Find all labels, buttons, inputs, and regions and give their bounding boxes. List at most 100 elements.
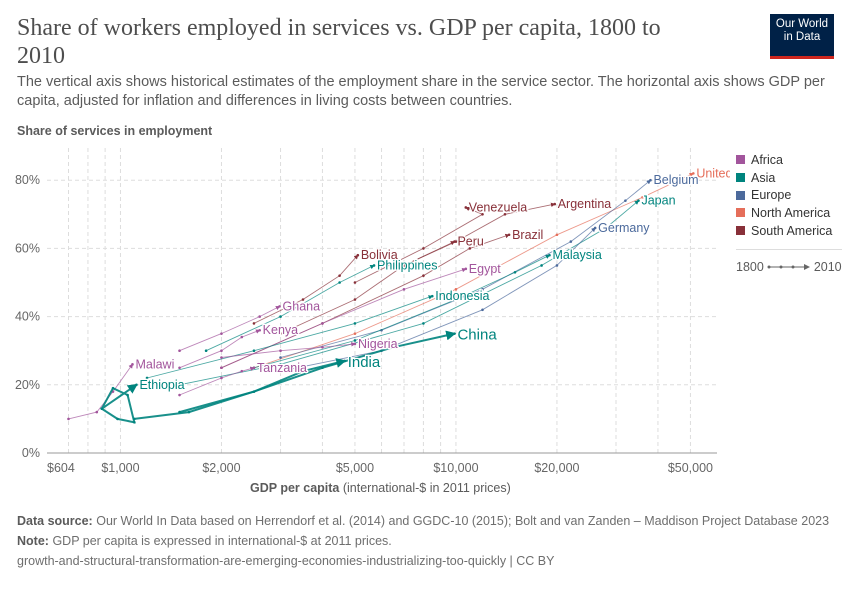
data-point[interactable]: [402, 264, 406, 267]
data-point[interactable]: [252, 349, 256, 352]
data-point[interactable]: [111, 386, 115, 390]
series-india[interactable]: India: [133, 353, 382, 421]
series-japan[interactable]: Japan: [178, 192, 677, 387]
data-point[interactable]: [464, 267, 468, 271]
data-point[interactable]: [553, 202, 557, 206]
legend-item-south-america[interactable]: South America: [736, 222, 842, 240]
data-point[interactable]: [555, 233, 559, 237]
data-point[interactable]: [178, 366, 181, 370]
data-point[interactable]: [356, 253, 360, 257]
data-point[interactable]: [430, 294, 434, 298]
data-point[interactable]: [548, 253, 551, 257]
data-point[interactable]: [481, 213, 484, 216]
data-point[interactable]: [402, 288, 406, 291]
legend-item-asia[interactable]: Asia: [736, 169, 842, 187]
series-belgium[interactable]: Belgium: [279, 172, 700, 359]
data-point[interactable]: [301, 369, 305, 373]
data-point[interactable]: [279, 369, 282, 373]
data-point[interactable]: [503, 213, 507, 216]
data-point[interactable]: [131, 363, 134, 366]
series-united-states[interactable]: United States: [252, 165, 730, 370]
data-point[interactable]: [422, 322, 425, 325]
series-malawi[interactable]: Malawi: [67, 356, 176, 421]
legend-item-north-america[interactable]: North America: [736, 204, 842, 222]
data-point[interactable]: [187, 410, 191, 414]
legend-item-europe[interactable]: Europe: [736, 186, 842, 204]
data-point[interactable]: [279, 363, 282, 366]
series-venezuela[interactable]: Venezuela: [353, 199, 528, 284]
data-point[interactable]: [454, 298, 458, 301]
data-point[interactable]: [220, 356, 223, 359]
series-nigeria[interactable]: Nigeria: [220, 336, 399, 359]
data-point[interactable]: [279, 315, 282, 318]
data-point[interactable]: [353, 281, 357, 284]
data-point[interactable]: [569, 240, 573, 243]
data-point[interactable]: [178, 349, 181, 352]
data-point[interactable]: [353, 322, 357, 325]
series-argentina[interactable]: Argentina: [402, 196, 613, 267]
data-point[interactable]: [67, 417, 70, 421]
data-point[interactable]: [637, 199, 640, 202]
data-point[interactable]: [624, 199, 627, 202]
data-point[interactable]: [468, 247, 472, 250]
data-point[interactable]: [204, 349, 208, 352]
data-point[interactable]: [343, 359, 346, 363]
data-point[interactable]: [422, 274, 425, 277]
data-point[interactable]: [178, 393, 181, 397]
series-malaysia[interactable]: Malaysia: [252, 247, 603, 370]
data-point[interactable]: [240, 369, 244, 373]
series-ethiopia[interactable]: Ethiopia: [100, 377, 186, 424]
data-point[interactable]: [301, 298, 305, 301]
data-point[interactable]: [454, 288, 458, 291]
data-point[interactable]: [278, 305, 281, 308]
data-point[interactable]: [391, 345, 395, 349]
series-germany[interactable]: Germany: [279, 220, 652, 373]
series-ghana[interactable]: Ghana: [178, 298, 321, 352]
data-point[interactable]: [481, 308, 484, 312]
series-tanzania[interactable]: Tanzania: [178, 360, 308, 397]
data-point[interactable]: [321, 345, 324, 349]
data-point[interactable]: [95, 410, 99, 414]
data-point[interactable]: [481, 288, 484, 291]
data-point[interactable]: [507, 233, 511, 237]
chart-url[interactable]: growth-and-structural-transformation-are…: [17, 554, 555, 568]
data-point[interactable]: [258, 328, 261, 332]
series-indonesia[interactable]: Indonesia: [145, 288, 491, 380]
data-point[interactable]: [464, 206, 468, 209]
data-point[interactable]: [100, 407, 104, 410]
data-point[interactable]: [353, 342, 357, 346]
data-point[interactable]: [252, 366, 256, 370]
data-point[interactable]: [135, 383, 138, 387]
legend-item-africa[interactable]: Africa: [736, 151, 842, 169]
data-point[interactable]: [353, 298, 357, 301]
data-point[interactable]: [279, 356, 282, 359]
data-point[interactable]: [422, 247, 425, 250]
data-point[interactable]: [145, 376, 149, 380]
data-point[interactable]: [178, 383, 181, 387]
data-point[interactable]: [279, 349, 282, 352]
owid-logo[interactable]: Our World in Data: [770, 14, 834, 59]
data-point[interactable]: [353, 332, 357, 335]
data-point[interactable]: [240, 335, 244, 339]
data-point[interactable]: [126, 393, 129, 397]
data-point[interactable]: [453, 332, 456, 335]
data-point[interactable]: [338, 281, 341, 284]
series-philippines[interactable]: Philippines: [204, 257, 439, 352]
data-point[interactable]: [116, 417, 119, 421]
data-point[interactable]: [649, 178, 652, 182]
data-point[interactable]: [252, 390, 256, 393]
data-point[interactable]: [641, 195, 644, 199]
data-point[interactable]: [513, 270, 517, 274]
data-point[interactable]: [252, 322, 256, 325]
data-point[interactable]: [555, 264, 559, 267]
data-point[interactable]: [692, 172, 695, 175]
data-point[interactable]: [220, 366, 223, 370]
data-point[interactable]: [353, 339, 357, 342]
data-point[interactable]: [593, 226, 597, 230]
data-point[interactable]: [321, 322, 324, 325]
data-point[interactable]: [604, 226, 608, 230]
data-point[interactable]: [372, 264, 376, 267]
data-point[interactable]: [279, 332, 282, 335]
data-point[interactable]: [453, 240, 456, 243]
series-kenya[interactable]: Kenya: [178, 322, 299, 370]
